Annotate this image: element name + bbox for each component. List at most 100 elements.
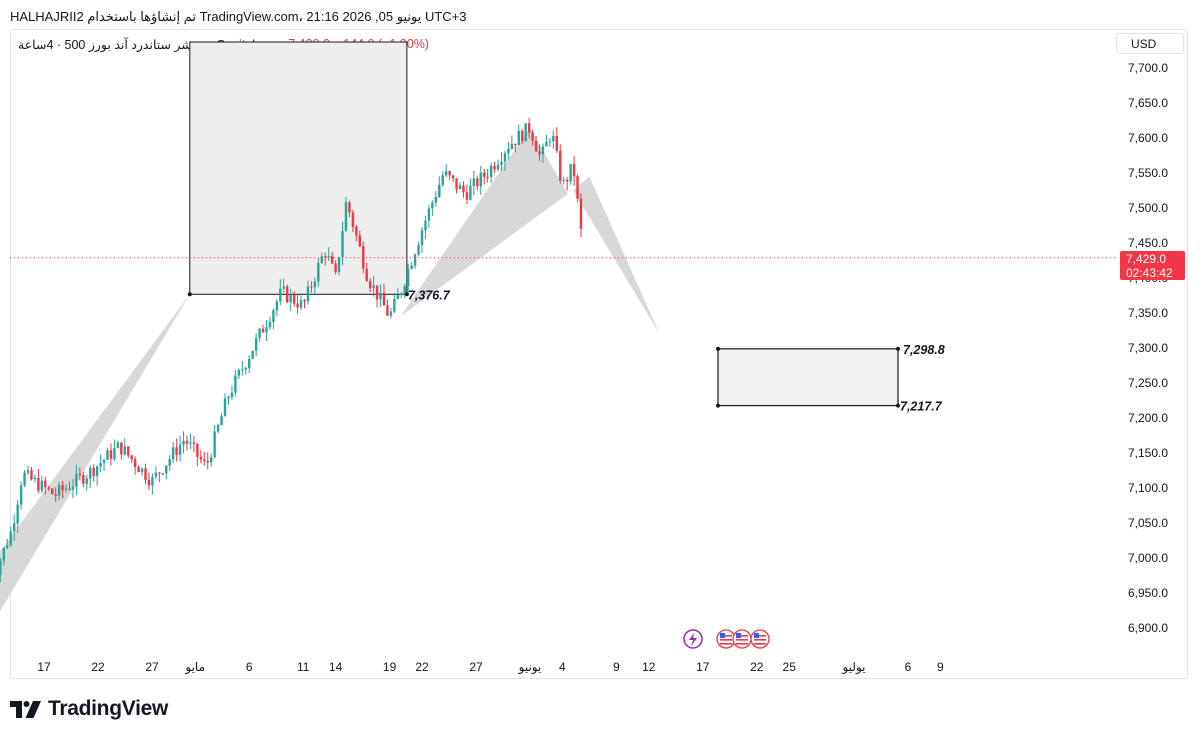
candle-body: [0, 560, 2, 575]
candle-body: [545, 141, 548, 147]
candle-body: [334, 263, 337, 273]
candle-body: [420, 230, 424, 246]
candle-body: [40, 480, 44, 491]
candle-body: [555, 135, 558, 151]
candle-body: [175, 447, 178, 455]
candle-body: [244, 368, 247, 370]
candle-body: [579, 198, 583, 229]
candle-body: [496, 164, 500, 170]
candle-body: [99, 463, 102, 467]
candle-body: [261, 328, 265, 333]
candle-body: [185, 440, 189, 444]
chart-frame: [10, 29, 1188, 679]
zone-anchor-dot: [716, 346, 720, 351]
candle-body: [203, 459, 206, 461]
range-box-xa: [189, 41, 408, 295]
candle-body: [341, 231, 344, 258]
candle-body: [299, 300, 303, 308]
candle-body: [251, 350, 254, 359]
candle-body: [396, 295, 400, 299]
candle-body: [275, 301, 279, 311]
flag-stripe: [720, 639, 732, 641]
x-tick-label: يونيو: [518, 660, 542, 675]
zone-anchor-dot: [716, 403, 720, 408]
candle-body: [576, 176, 579, 199]
candle-body: [368, 281, 372, 289]
candle-body: [147, 480, 151, 486]
candle-body: [23, 472, 26, 486]
box-anchor-dot: [404, 292, 409, 297]
candle-body: [479, 172, 482, 187]
flag-stripe: [754, 643, 766, 645]
candle-body: [562, 179, 565, 181]
candle-body: [171, 447, 175, 459]
candle-body: [102, 459, 106, 464]
candle-body: [182, 440, 185, 445]
candle-body: [123, 446, 126, 455]
flag-canton: [754, 633, 759, 638]
candle-body: [54, 494, 57, 496]
candle-body: [386, 305, 389, 316]
candle-body: [133, 459, 137, 467]
candle-body: [196, 443, 199, 457]
candle-body: [400, 293, 403, 296]
flag-canton: [736, 633, 741, 638]
candle-body: [16, 504, 19, 524]
x-tick-label: مايو: [184, 660, 205, 675]
y-tick-label: 7,150.0: [1128, 446, 1168, 460]
tradingview-logo-icon: [10, 700, 41, 718]
candle-body: [151, 476, 154, 486]
candle-body: [541, 146, 545, 155]
price-tag-countdown: 02:43:42: [1126, 266, 1173, 280]
candle-body: [355, 227, 358, 236]
candle-body: [524, 123, 527, 142]
candle-body: [19, 485, 23, 505]
candle-body: [565, 179, 569, 182]
candle-body: [362, 246, 365, 269]
pattern-leg-xa: [0, 294, 190, 612]
candle-body: [206, 460, 209, 463]
candle-body: [61, 485, 64, 491]
candle-body: [154, 472, 158, 477]
candle-body: [209, 457, 213, 463]
candle-body: [47, 487, 50, 489]
candle-body: [406, 268, 410, 287]
candle-body: [410, 265, 413, 269]
candle-body: [130, 455, 133, 460]
candle-body: [358, 235, 361, 247]
candle-body: [455, 178, 458, 189]
candle-body: [483, 172, 486, 177]
y-tick-label: 7,500.0: [1128, 201, 1168, 215]
candle-body: [161, 473, 164, 475]
candle-body: [438, 184, 441, 197]
candle-body: [106, 450, 109, 460]
tradingview-logo[interactable]: TradingView: [10, 697, 168, 721]
candle-body: [476, 178, 479, 187]
y-tick-label: 6,900.0: [1128, 621, 1168, 635]
target-zone-box: [717, 348, 899, 407]
lightning-glyph: [689, 633, 697, 646]
x-tick-label: 12: [642, 660, 656, 674]
candle-body: [462, 185, 465, 193]
candle-body: [127, 446, 130, 456]
level-label-upper: 7,298.8: [903, 343, 945, 357]
candle-body: [282, 286, 285, 289]
candle-body: [379, 292, 382, 300]
candle-body: [37, 477, 40, 491]
candle-body: [572, 164, 576, 177]
candle-body: [165, 465, 168, 474]
level-label-xa: 7,376.7: [408, 288, 451, 302]
currency-selector[interactable]: USD: [1116, 33, 1184, 54]
x-tick-label: 9: [613, 660, 620, 674]
candle-body: [216, 425, 220, 432]
candle-body: [552, 135, 555, 142]
candle-body: [527, 123, 531, 133]
candle-body: [510, 143, 514, 150]
candle-body: [372, 285, 375, 289]
candle-body: [313, 281, 317, 288]
candle-body: [223, 398, 227, 417]
candle-body: [254, 337, 258, 351]
flag-stripe: [754, 635, 766, 637]
candle-body: [57, 485, 61, 496]
